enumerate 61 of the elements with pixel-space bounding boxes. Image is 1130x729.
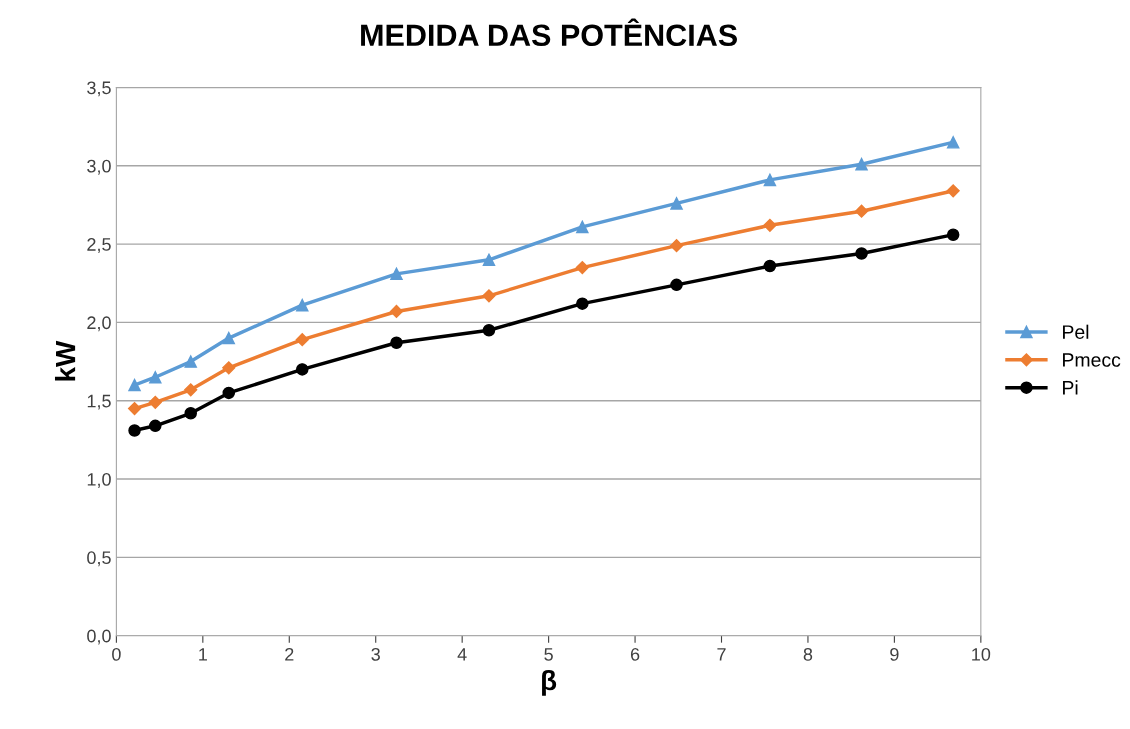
y-tick-label: 2,5: [87, 238, 111, 253]
point: [482, 253, 496, 267]
y-tick-label: 0,0: [87, 629, 111, 645]
point: [128, 378, 141, 392]
y-tick-label: 1,0: [87, 472, 111, 488]
x-axis-title: β: [542, 669, 557, 696]
point: [670, 197, 683, 210]
point: [390, 267, 403, 281]
x-tick-label: 7: [717, 648, 726, 661]
point: [184, 407, 197, 420]
x-tick-label: 1: [199, 648, 207, 661]
y-tick-label: 3,0: [87, 159, 111, 175]
point: [295, 333, 309, 347]
legend-label: Pmecc: [1063, 353, 1121, 367]
x-tick-label: 4: [457, 648, 467, 661]
legend-label: Pi: [1063, 380, 1078, 395]
point: [128, 424, 141, 437]
point: [763, 259, 777, 273]
point: [222, 361, 236, 375]
x-tick-label: 2: [285, 647, 294, 661]
x-tick-label: 0: [112, 647, 121, 661]
point: [127, 401, 142, 416]
y-tick-label: 3,5: [87, 81, 111, 97]
point: [946, 228, 960, 241]
point: [575, 261, 589, 275]
point: [854, 204, 869, 218]
point: [222, 386, 236, 400]
point: [389, 304, 404, 319]
point: [482, 324, 496, 337]
point: [295, 298, 309, 312]
point: [855, 157, 868, 171]
x-tick-label: 8: [803, 647, 813, 661]
y-tick-label: 0,5: [87, 551, 111, 567]
y-tick-label: 1,5: [87, 394, 111, 410]
y-axis-title: kW: [54, 340, 76, 381]
point: [149, 370, 162, 384]
point: [763, 173, 777, 187]
x-tick-label: 10: [972, 647, 991, 661]
legend-label: Pel: [1063, 324, 1089, 339]
chart-title: MEDIDA DAS POTÊNCIAS: [361, 18, 737, 47]
point: [184, 383, 198, 397]
point: [184, 355, 197, 368]
point: [149, 419, 162, 433]
x-tick-label: 3: [371, 647, 380, 661]
y-tick-label: 2,0: [87, 316, 111, 332]
point: [148, 395, 162, 409]
point: [670, 278, 683, 292]
point: [669, 239, 684, 253]
point: [295, 363, 309, 376]
x-tick-label: 5: [544, 648, 553, 661]
point: [390, 336, 403, 350]
x-tick-label: 9: [890, 647, 899, 661]
point: [482, 289, 496, 303]
point: [946, 184, 960, 198]
point: [576, 220, 589, 234]
point: [855, 247, 868, 260]
point: [946, 136, 960, 149]
point: [576, 297, 589, 310]
x-tick-label: 6: [630, 647, 640, 661]
point: [222, 331, 236, 345]
point: [763, 218, 777, 232]
